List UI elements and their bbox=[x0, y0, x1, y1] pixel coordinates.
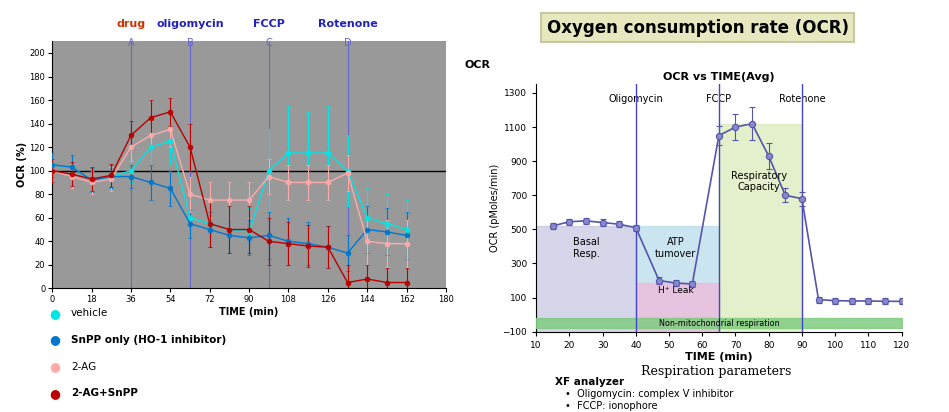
Y-axis label: OCR (%): OCR (%) bbox=[16, 142, 27, 187]
Text: drug: drug bbox=[117, 19, 145, 29]
Text: XF analyzer: XF analyzer bbox=[555, 377, 624, 387]
Text: A: A bbox=[128, 38, 134, 48]
Text: SnPP only (HO-1 inhibitor): SnPP only (HO-1 inhibitor) bbox=[71, 335, 227, 345]
Text: oligomycin: oligomycin bbox=[157, 19, 224, 29]
Text: Respiratory
Capacity: Respiratory Capacity bbox=[731, 171, 787, 192]
Text: Respiration parameters: Respiration parameters bbox=[642, 365, 791, 378]
Text: Rotenone: Rotenone bbox=[778, 94, 826, 104]
Text: Rotenone: Rotenone bbox=[318, 19, 378, 29]
Text: H⁺ Leak: H⁺ Leak bbox=[658, 286, 694, 295]
Y-axis label: OCR (pMoles/min): OCR (pMoles/min) bbox=[490, 164, 499, 252]
Text: OCR: OCR bbox=[465, 60, 491, 70]
X-axis label: TIME (min): TIME (min) bbox=[685, 352, 753, 363]
Text: C: C bbox=[266, 38, 272, 48]
Text: ●: ● bbox=[49, 307, 61, 320]
Text: FCCP: FCCP bbox=[252, 19, 285, 29]
Text: D: D bbox=[344, 38, 351, 48]
Text: Oxygen consumption rate (OCR): Oxygen consumption rate (OCR) bbox=[547, 19, 848, 37]
Text: •  Oligomycin: complex V inhibitor: • Oligomycin: complex V inhibitor bbox=[565, 389, 733, 399]
Text: ●: ● bbox=[49, 360, 61, 373]
Text: Oligomycin: Oligomycin bbox=[608, 94, 663, 104]
Text: 2-AG+SnPP: 2-AG+SnPP bbox=[71, 389, 138, 398]
Text: ●: ● bbox=[49, 387, 61, 400]
Text: •  FCCP: ionophore: • FCCP: ionophore bbox=[565, 401, 657, 411]
Text: vehicle: vehicle bbox=[71, 308, 108, 318]
Text: 2-AG: 2-AG bbox=[71, 362, 97, 372]
Text: Non-mitochondrial respiration: Non-mitochondrial respiration bbox=[659, 319, 779, 328]
Text: B: B bbox=[187, 38, 194, 48]
Text: ●: ● bbox=[49, 333, 61, 346]
X-axis label: TIME (min): TIME (min) bbox=[219, 307, 279, 317]
Text: FCCP: FCCP bbox=[706, 94, 732, 104]
Text: ATP
tumover: ATP tumover bbox=[655, 237, 697, 259]
Title: OCR vs TIME(Avg): OCR vs TIME(Avg) bbox=[663, 72, 774, 82]
Text: Basal
Resp.: Basal Resp. bbox=[572, 237, 600, 259]
